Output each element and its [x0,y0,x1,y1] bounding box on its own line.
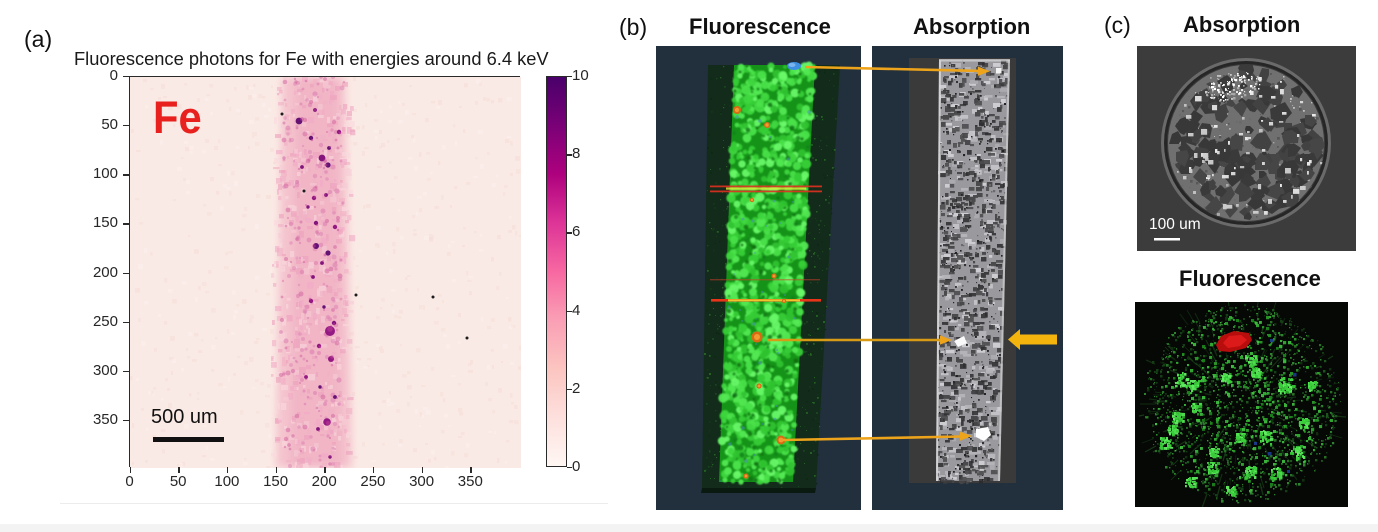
svg-text:100 um: 100 um [1149,216,1201,233]
